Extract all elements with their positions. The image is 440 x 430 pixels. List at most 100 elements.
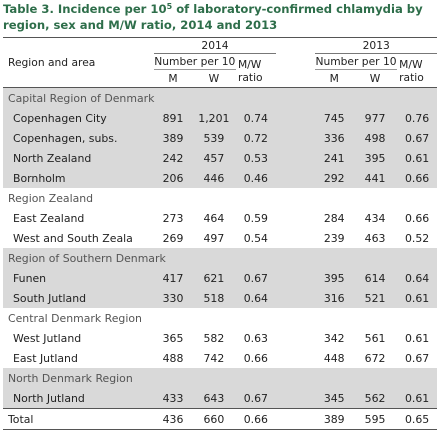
ratio-2014-cell: 0.63	[243, 331, 268, 345]
ratio-2013-cell: 0.61	[397, 388, 437, 409]
w-2013-cell: 498	[353, 128, 398, 148]
table-title: Table 3. Incidence per 105 of laboratory…	[3, 1, 439, 33]
w-header-2014: W	[191, 69, 236, 88]
total-m-2014-cell: 436	[154, 408, 192, 430]
m-2014-cell: 433	[154, 388, 192, 409]
number-per-superscript: 5	[235, 55, 236, 63]
area-name-cell: North Jutland	[3, 388, 155, 409]
area-name-cell: North Zealand	[3, 148, 155, 168]
region-group-name: North Denmark Region	[3, 368, 437, 388]
area-name-cell: West and South Zeala	[13, 231, 133, 245]
table-row: North Jutland 433 643 0.67 345 562 0.61	[3, 388, 437, 409]
w-2013-cell: 561	[364, 331, 386, 345]
total-m-2013-cell: 389	[315, 408, 353, 430]
m-2013-cell: 448	[323, 351, 345, 365]
ratio-2013-cell: 0.76	[397, 108, 437, 128]
column-gap	[276, 348, 316, 368]
w-2013-cell: 672	[364, 351, 386, 365]
w-2013-cell: 977	[353, 108, 398, 128]
number-per-label: Number per 10	[154, 55, 236, 68]
total-label: Total	[3, 408, 155, 430]
ratio-label-line2: ratio	[399, 70, 424, 84]
m-2013-cell: 336	[315, 128, 353, 148]
m-2014-cell: 365	[162, 331, 184, 345]
table-row: West Jutland 365 582 0.63 342 561 0.61	[3, 328, 437, 348]
group-header-row: Central Denmark Region	[3, 308, 437, 328]
ratio-header-2013: M/W ratio	[397, 53, 437, 88]
m-header-2014: M	[154, 69, 192, 88]
m-2014-cell: 417	[154, 268, 192, 288]
area-name-cell: Copenhagen, subs.	[3, 128, 155, 148]
ratio-2013-cell: 0.61	[404, 331, 430, 345]
w-2013-cell: 434	[364, 211, 386, 225]
w-2014-cell: 1,201	[191, 108, 236, 128]
m-2013-cell: 292	[315, 168, 353, 188]
group-header-row: Region of Southern Denmark	[3, 248, 437, 268]
m-2013-cell: 342	[323, 331, 345, 345]
area-name-cell: Copenhagen City	[3, 108, 155, 128]
area-name-cell: Funen	[3, 268, 155, 288]
table-row: South Jutland 330 518 0.64 316 521 0.61	[3, 288, 437, 308]
w-2014-cell: 464	[203, 211, 225, 225]
ratio-2014-cell: 0.66	[243, 351, 268, 365]
year-2013-header: 2013	[315, 37, 437, 54]
m-2014-cell: 273	[162, 211, 184, 225]
ratio-2014-cell: 0.67	[235, 388, 276, 409]
incidence-table: Region and area 2014 2013 Number per 105…	[3, 37, 437, 430]
column-gap	[275, 148, 316, 168]
region-group-name: Capital Region of Denmark	[3, 87, 437, 108]
m-2014-cell: 269	[162, 231, 184, 245]
ratio-2013-cell: 0.67	[397, 128, 437, 148]
ratio-label-line2: ratio	[237, 70, 263, 84]
ratio-2014-cell: 0.72	[235, 128, 276, 148]
region-group-name: Region Zealand	[3, 188, 437, 208]
ratio-label-line1: M/W	[237, 57, 262, 71]
region-group-name: Region of Southern Denmark	[3, 248, 437, 268]
total-w-2013-cell: 595	[353, 408, 398, 430]
area-name-cell: South Jutland	[3, 288, 155, 308]
ratio-2013-cell: 0.61	[397, 288, 437, 308]
table-row: North Zealand 242 457 0.53 241 395 0.61	[3, 148, 437, 168]
ratio-2013-cell: 0.64	[397, 268, 437, 288]
title-text-rest: of laboratory-confirmed chlamydia by reg…	[3, 2, 423, 32]
table-row: Copenhagen City 891 1,201 0.74 745 977 0.76	[3, 108, 437, 128]
table-figure: Table 3. Incidence per 105 of laboratory…	[3, 1, 439, 430]
region-group-name: Central Denmark Region	[3, 308, 437, 328]
number-per-superscript: 5	[397, 55, 398, 63]
m-header-2013: M	[315, 69, 353, 88]
area-name-cell: Bornholm	[3, 168, 155, 188]
table-row: West and South Zeala 269 497 0.54 239 463 0.52	[3, 228, 437, 248]
number-per-label: Number per 10	[315, 55, 397, 68]
title-text: Table 3. Incidence per 10	[3, 2, 167, 16]
total-w-2014-cell: 660	[191, 408, 236, 430]
ratio-2014-cell: 0.53	[235, 148, 276, 168]
w-2013-cell: 441	[353, 168, 398, 188]
m-2013-cell: 345	[315, 388, 353, 409]
area-name-cell: East Jutland	[13, 351, 78, 365]
ratio-2014-cell: 0.67	[235, 268, 276, 288]
column-gap	[275, 268, 316, 288]
column-gap	[275, 388, 316, 409]
column-gap	[276, 228, 316, 248]
w-2014-cell: 539	[191, 128, 236, 148]
area-name-cell: East Zealand	[13, 211, 85, 225]
table-row: East Jutland 488 742 0.66 448 672 0.67	[3, 348, 437, 368]
m-2013-cell: 395	[315, 268, 353, 288]
column-gap	[276, 208, 316, 228]
ratio-2013-cell: 0.52	[404, 231, 430, 245]
w-2014-cell: 742	[203, 351, 225, 365]
region-column-header: Region and area	[3, 37, 155, 88]
ratio-2013-cell: 0.66	[404, 211, 430, 225]
w-2014-cell: 643	[191, 388, 236, 409]
m-2014-cell: 330	[154, 288, 192, 308]
column-gap	[276, 328, 316, 348]
ratio-label-line1: M/W	[399, 57, 423, 71]
w-2013-cell: 562	[353, 388, 398, 409]
group-header-row: Region Zealand	[3, 188, 437, 208]
w-2014-cell: 457	[191, 148, 236, 168]
total-ratio-2013-cell: 0.65	[397, 408, 437, 430]
column-gap	[275, 168, 316, 188]
title-superscript: 5	[166, 2, 173, 11]
area-name-cell: West Jutland	[13, 331, 82, 345]
w-2013-cell: 463	[364, 231, 386, 245]
